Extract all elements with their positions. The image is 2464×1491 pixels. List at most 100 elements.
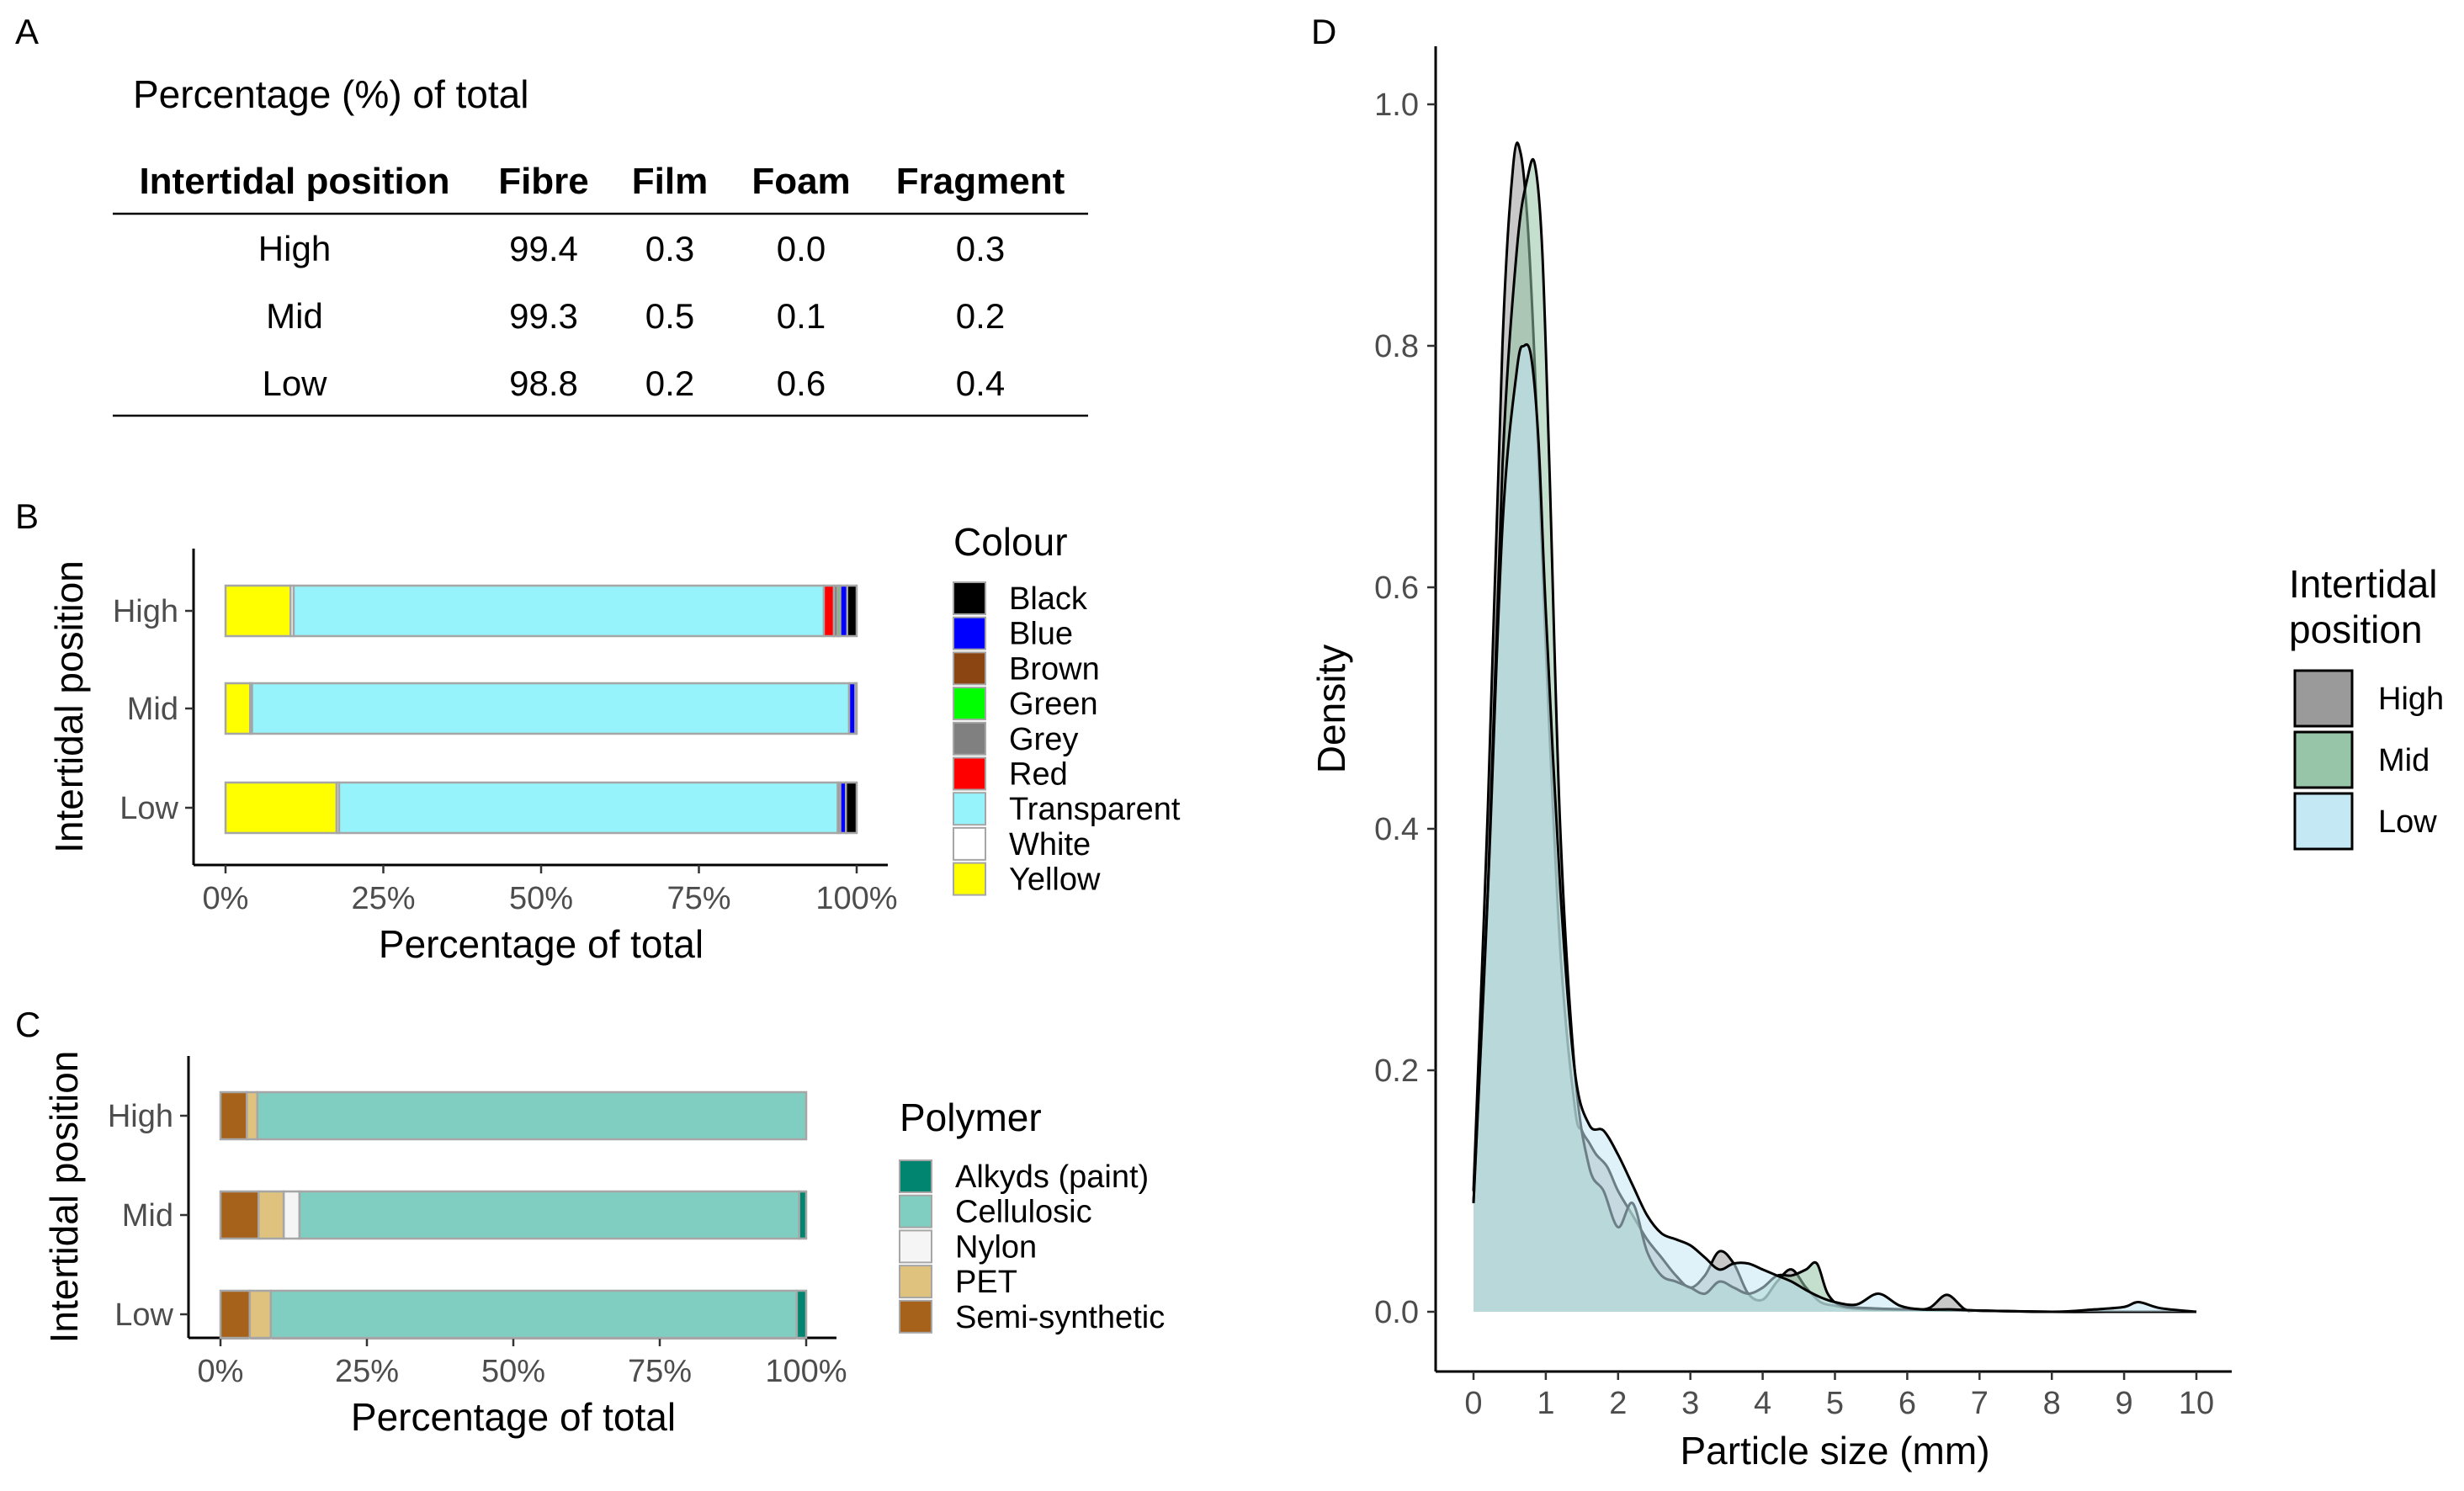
bar-segment-yellow [224,781,338,835]
x-tick-label: 4 [1754,1386,1771,1421]
bar-segment-alkyds-paint- [798,1190,808,1240]
legend-title: Polymer [900,1096,1042,1139]
bar-segment-transparent [251,682,851,735]
density-curve-low [1472,342,2197,1313]
bar-segment-pet [257,1190,285,1240]
x-axis-title: Percentage of total [351,1395,676,1439]
legend-label: Low [2378,804,2437,840]
table-cell: 0.2 [645,363,694,403]
legend-label: Green [1009,687,1098,722]
x-tick-label: 0 [1464,1386,1482,1421]
x-axis-title: Particle size (mm) [1680,1429,1989,1472]
panel-label-d: D [1311,12,1336,51]
y-tick-label: High [113,594,178,629]
bar-segment-black [854,682,858,735]
table-cell: Low [262,363,327,403]
legend-swatch [953,651,986,686]
legend-swatch [953,826,986,861]
bar-segment-semi-synthetic [219,1090,248,1141]
y-axis-title: Intertidal position [42,1051,86,1344]
legend-title-line1: Intertidal [2289,562,2437,606]
bar-segment-cellulosic [269,1289,799,1340]
panel-label-a: A [15,12,39,51]
bar-segment-alkyds-paint- [795,1289,808,1340]
bar-segment-cellulosic [298,1190,800,1240]
legend-label: Cellulosic [955,1195,1092,1230]
panel-label-b: B [15,496,39,536]
y-tick-label: 0.0 [1374,1295,1419,1330]
legend-label: High [2378,682,2444,717]
table-cell: 98.8 [509,363,578,403]
table-cell: 0.0 [777,229,826,268]
x-tick-label: 100% [815,881,897,916]
table-header-foam: Foam [751,161,850,202]
y-axis-title: Intertidal position [47,560,91,853]
legend-label: Alkyds (paint) [955,1159,1149,1195]
legend-label: Nylon [955,1229,1037,1265]
y-tick-label: Low [119,791,178,826]
x-tick-label: 7 [1971,1386,1989,1421]
x-tick-label: 3 [1681,1386,1699,1421]
legend-label: Black [1009,581,1088,617]
bar-segment-semi-synthetic [219,1190,260,1240]
y-axis-title: Density [1309,645,1353,773]
legend-swatch [899,1229,932,1264]
y-tick-label: 0.2 [1374,1053,1419,1089]
bar-segment-yellow [224,682,252,735]
x-tick-label: 50% [481,1354,545,1389]
colour-stacked-bar-chart: 0% 25% 50% 75% 100% Percentage of total Intert… [47,520,1181,966]
bar-segment-transparent [292,584,826,638]
table-cell: 0.4 [956,363,1005,403]
legend-label: Yellow [1009,862,1101,898]
x-tick-label: 1 [1537,1386,1554,1421]
x-tick-label: 25% [351,881,415,916]
y-tick-label: Mid [122,1198,173,1234]
table-header-fragment: Fragment [896,161,1065,202]
x-axis-title: Percentage of total [379,922,704,966]
legend-swatch [953,721,986,756]
table-cell: 0.3 [645,229,694,268]
legend-swatch [899,1159,932,1193]
bar-segment-nylon [282,1190,301,1240]
legend-label: Grey [1009,722,1078,757]
legend-label: Mid [2378,743,2429,778]
panel-label-c: C [15,1005,40,1044]
legend-label: Red [1009,757,1068,793]
x-tick-label: 25% [335,1354,399,1389]
legend-title: Colour [953,520,1068,564]
y-tick-label: 0.6 [1374,570,1419,606]
table-header-film: Film [632,161,708,202]
particle-size-density-chart: 0 1 2 3 4 5 6 7 8 9 10 0.0 0.2 0.4 0.6 0.8 1.0 Particle s… [1309,46,2444,1472]
bar-segment-cellulosic [256,1090,808,1141]
x-tick-label: 8 [2043,1386,2061,1421]
table-cell: 0.1 [777,296,826,336]
y-tick-label: Low [114,1297,173,1333]
legend-label: PET [955,1265,1017,1300]
legend-swatch [2293,669,2354,728]
legend-label: Brown [1009,651,1100,687]
legend-swatch [2293,730,2354,789]
legend-swatch [2293,792,2354,851]
x-tick-label: 75% [628,1354,692,1389]
legend-swatch [899,1194,932,1228]
table-cell: High [258,229,331,268]
legend-swatch [899,1265,932,1299]
x-tick-label: 2 [1609,1386,1627,1421]
x-tick-label: 9 [2116,1386,2133,1421]
summary-table: Percentage (%) of total Intertidal posit… [113,72,1088,417]
bar-segment-transparent [337,781,839,835]
bar-segment-black [845,781,858,835]
table-cell: Mid [266,296,323,336]
x-tick-label: 5 [1826,1386,1844,1421]
x-tick-label: 6 [1898,1386,1916,1421]
legend-swatch [953,581,986,615]
x-tick-label: 0% [198,1354,244,1389]
bar-segment-pet [246,1090,259,1141]
table-cell: 0.3 [956,229,1005,268]
y-tick-label: Mid [127,692,178,727]
x-tick-label: 10 [2179,1386,2214,1421]
legend-label: Semi-synthetic [955,1300,1165,1335]
table-cell: 0.2 [956,296,1005,336]
bar-segment-pet [248,1289,273,1340]
legend-label: White [1009,827,1091,862]
